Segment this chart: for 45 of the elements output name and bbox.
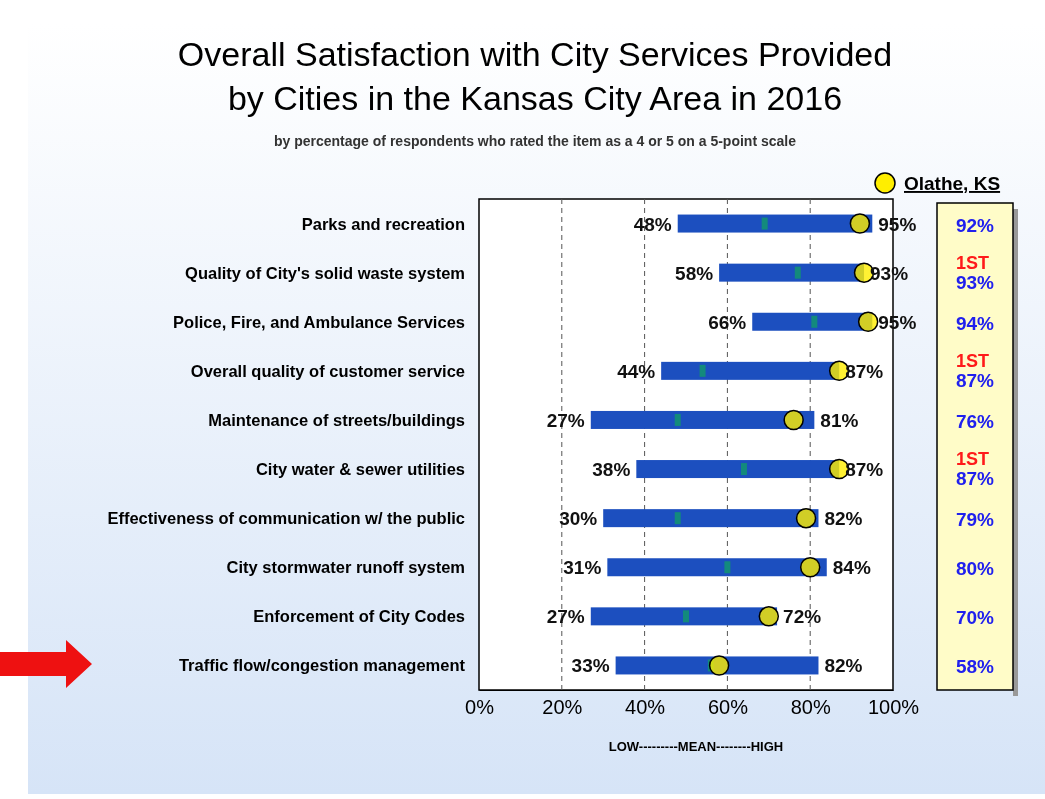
chart-title: Overall Satisfaction with City Services Provided by Cities in the Kansas City Area in 2016 (177, 35, 893, 117)
annotation: 27% (546, 409, 585, 431)
annotation: 48% (633, 213, 672, 235)
y-tick-label: City water & sewer utilities (255, 460, 465, 479)
data-label: 1ST 87% (955, 350, 995, 391)
y-tick-label: Police, Fire, and Ambulance Services (173, 312, 465, 331)
data-label: 80% (955, 558, 995, 580)
y-tick-label: Effectiveness of communication w/ the public (107, 509, 465, 528)
data-label: 1ST 93% (955, 252, 995, 293)
annotation: 31% (563, 557, 602, 579)
chart-subtitle: by percentage of respondents who rated the item as a 4 or 5 on a 5-point scale (273, 133, 797, 149)
annotation: 82% (824, 655, 863, 677)
x-tick-label: 80% (790, 696, 831, 719)
annotation: 33% (571, 655, 610, 677)
x-tick-label: 60% (707, 696, 749, 719)
data-label: 70% (955, 607, 995, 629)
data-label: 92% (955, 214, 995, 236)
x-tick-label: 100% (867, 696, 920, 719)
annotation: 82% (824, 508, 863, 530)
legend-label: Olathe, KS (904, 173, 1001, 194)
x-axis-title: LOW---------MEAN--------HIGH (608, 739, 784, 754)
y-tick-label: Overall quality of customer service (190, 361, 465, 380)
annotation: 66% (708, 311, 747, 333)
x-tick-label: 0% (465, 696, 495, 719)
x-tick-label: 40% (625, 696, 666, 719)
annotation: 58% (675, 262, 714, 284)
annotation: 44% (617, 360, 656, 382)
y-tick-label: Maintenance of streets/buildings (208, 410, 465, 429)
data-label: 1ST 87% (955, 449, 995, 490)
y-tick-label: Parks and recreation (301, 214, 465, 233)
y-tick-label: Quality of City's solid waste system (185, 263, 465, 282)
y-tick-label: Traffic flow/congestion management (178, 656, 466, 675)
y-tick-label: City stormwater runoff system (226, 558, 465, 577)
data-label: 79% (955, 509, 995, 531)
y-tick-label: Enforcement of City Codes (253, 607, 465, 626)
annotation: 38% (592, 459, 631, 481)
data-label: 76% (955, 410, 995, 432)
annotation: 72% (783, 606, 822, 628)
annotation: 84% (832, 557, 871, 579)
x-tick-label: 20% (542, 696, 583, 719)
annotation: 30% (559, 508, 598, 530)
data-label: 94% (955, 312, 995, 334)
annotation: 27% (546, 606, 585, 628)
data-label: 58% (955, 656, 995, 678)
annotation: 81% (820, 409, 859, 431)
